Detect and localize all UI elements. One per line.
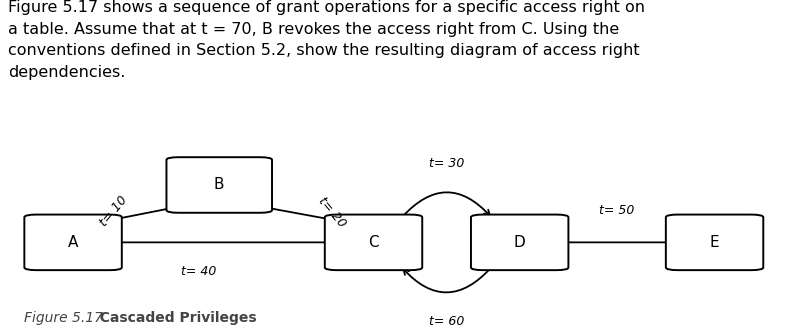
Text: t= 50: t= 50: [599, 204, 634, 216]
Text: C: C: [367, 235, 379, 250]
Text: t= 60: t= 60: [428, 315, 464, 328]
FancyArrowPatch shape: [93, 202, 195, 223]
FancyBboxPatch shape: [665, 214, 762, 270]
FancyBboxPatch shape: [470, 214, 568, 270]
FancyBboxPatch shape: [166, 157, 272, 213]
Text: t= 30: t= 30: [428, 157, 464, 170]
Text: Figure 5.17 shows a sequence of grant operations for a specific access right on
: Figure 5.17 shows a sequence of grant op…: [8, 0, 644, 80]
Text: t= 20: t= 20: [315, 194, 348, 230]
FancyBboxPatch shape: [324, 214, 422, 270]
FancyArrowPatch shape: [242, 203, 354, 226]
Text: A: A: [68, 235, 78, 250]
Text: t= 40: t= 40: [181, 265, 217, 278]
Text: D: D: [513, 235, 525, 250]
FancyBboxPatch shape: [24, 214, 122, 270]
Text: B: B: [214, 178, 224, 193]
Text: Cascaded Privileges: Cascaded Privileges: [85, 311, 256, 325]
Text: Figure 5.17: Figure 5.17: [24, 311, 103, 325]
Text: t= 10: t= 10: [97, 194, 131, 229]
FancyArrowPatch shape: [403, 268, 491, 292]
FancyArrowPatch shape: [401, 192, 489, 217]
FancyArrowPatch shape: [556, 240, 676, 245]
Text: E: E: [709, 235, 719, 250]
FancyArrowPatch shape: [109, 240, 335, 245]
